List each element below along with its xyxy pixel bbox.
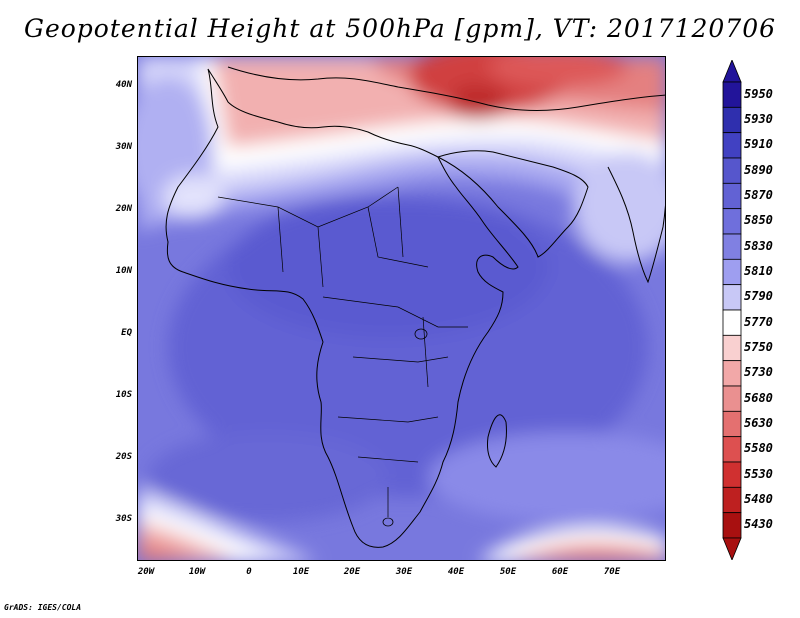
- colorbar-level-label: 5850: [744, 213, 773, 228]
- colorbar-level-label: 5580: [744, 441, 773, 456]
- colorbar-cell: [722, 233, 742, 260]
- colorbar-level-label: 5950: [744, 86, 773, 101]
- colorbar-cells: [722, 60, 742, 560]
- lat-label-20s: 20S: [115, 452, 132, 462]
- colorbar-cell: [722, 182, 742, 210]
- colorbar-level-label: 5530: [744, 466, 773, 481]
- colorbar-level-label: 5770: [744, 314, 773, 329]
- colorbar-cell: [722, 309, 742, 336]
- lat-label-40n: 40N: [115, 80, 132, 90]
- lon-label-0: 0: [246, 567, 252, 577]
- colorbar-level-label: 5930: [744, 112, 773, 126]
- lat-label-10s: 10S: [115, 390, 132, 400]
- arabian-sea-pale: [573, 152, 665, 262]
- lon-label-70e: 70E: [603, 567, 621, 577]
- southeast-red-band: [545, 553, 665, 560]
- colorbar-cell: [722, 410, 742, 438]
- southern-border-1: [337, 416, 439, 423]
- sahara-border-5: [397, 186, 404, 258]
- colorbar-cell: [722, 106, 742, 134]
- colorbar-cell: [722, 334, 742, 362]
- lon-label-60e: 60E: [551, 567, 569, 577]
- lat-label-30n: 30N: [115, 142, 132, 152]
- colorbar-level-label: 5630: [744, 416, 773, 430]
- madagascar-coastline: [487, 414, 507, 468]
- colorbar-cell: [722, 157, 742, 184]
- colorbar-cell: [722, 436, 742, 463]
- lon-label-30e: 30E: [395, 567, 413, 577]
- lon-label-20w: 20W: [137, 567, 155, 577]
- colorbar-cell: [722, 208, 742, 235]
- south-atlantic-high: [148, 432, 388, 522]
- sahel-high: [228, 197, 548, 337]
- contour-fill-bands: [138, 57, 665, 560]
- chart-title: Geopotential Height at 500hPa [gpm], VT:…: [23, 14, 777, 43]
- colorbar-level-label: 5830: [744, 238, 773, 253]
- colorbar-cell: [722, 284, 742, 311]
- colorbar-cell: [722, 258, 742, 286]
- height-field-map: [138, 57, 665, 560]
- colorbar-level-label: 5890: [744, 162, 773, 177]
- colorbar-level-label: 5730: [744, 365, 773, 380]
- southern-border-2: [357, 456, 419, 463]
- mediterranean-coastline: [227, 66, 665, 111]
- lon-label-40e: 40E: [447, 567, 465, 577]
- colorbar: [722, 60, 742, 560]
- lon-label-10e: 10E: [292, 567, 310, 577]
- grads-credit: GrADS: IGES/COLA: [4, 603, 82, 612]
- colorbar-cell: [722, 461, 742, 488]
- central-border-1: [322, 296, 468, 328]
- central-border-2: [352, 356, 449, 363]
- colorbar-level-label: 5790: [744, 289, 773, 304]
- colorbar-level-label: 5430: [744, 517, 773, 532]
- colorbar-cell: [722, 385, 742, 412]
- colorbar-bottom-arrow: [722, 537, 742, 560]
- sahara-border-4: [367, 206, 429, 268]
- map-plot-area: [137, 56, 666, 561]
- colorbar-level-label: 5680: [744, 390, 773, 405]
- colorbar-top-arrow: [722, 60, 742, 83]
- colorbar-level-label: 5870: [744, 188, 773, 202]
- colorbar-cell: [722, 360, 742, 387]
- arabia-coastline: [436, 150, 589, 258]
- lon-label-50e: 50E: [499, 567, 517, 577]
- sahara-border-3: [317, 226, 324, 288]
- east-border-1: [422, 316, 429, 388]
- colorbar-cell: [722, 81, 742, 108]
- colorbar-level-label: 5480: [744, 492, 773, 506]
- lat-label-30s: 30S: [115, 514, 132, 524]
- lat-label-eq: EQ: [121, 328, 132, 338]
- colorbar-level-label: 5750: [744, 340, 773, 354]
- canary-pale: [163, 175, 223, 219]
- lon-label-10w: 10W: [188, 567, 206, 577]
- colorbar-cell: [722, 132, 742, 159]
- northeast-trough: [488, 57, 628, 87]
- africa-coastline: [165, 68, 519, 548]
- country-borders: [217, 186, 468, 517]
- sahara-border-2: [277, 206, 284, 273]
- coastlines: [165, 66, 665, 548]
- lake-victoria: [414, 328, 428, 340]
- lat-label-20n: 20N: [115, 204, 132, 214]
- india-coastline: [607, 166, 665, 284]
- lat-label-10n: 10N: [115, 266, 132, 276]
- colorbar-level-label: 5810: [744, 264, 773, 278]
- colorbar-level-label: 5910: [744, 137, 773, 152]
- colorbar-cell: [722, 486, 742, 514]
- colorbar-cell: [722, 512, 742, 539]
- indian-ocean-light: [428, 432, 665, 522]
- lon-label-20e: 20E: [343, 567, 361, 577]
- lesotho-outline: [382, 517, 394, 527]
- southwest-red-band: [138, 542, 194, 560]
